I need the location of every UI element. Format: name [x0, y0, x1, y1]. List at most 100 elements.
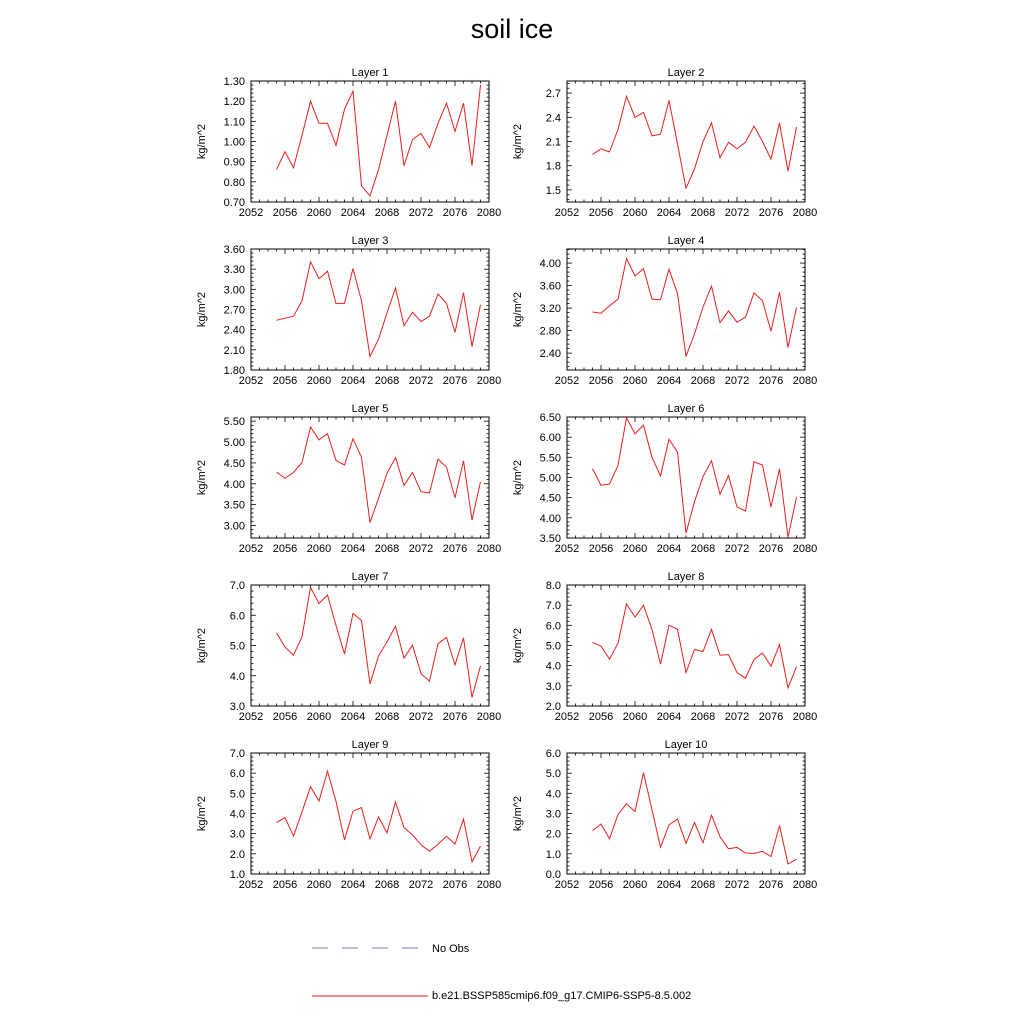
- series-line: [592, 772, 797, 865]
- y-tick-label: 3.0: [230, 829, 245, 841]
- panel-title: Layer 3: [352, 235, 389, 247]
- y-tick-label: 6.00: [540, 432, 561, 444]
- panel-title: Layer 6: [668, 403, 705, 415]
- y-tick-label: 4.0: [230, 671, 245, 683]
- series-line: [276, 769, 481, 864]
- x-tick-label: 2064: [657, 375, 681, 387]
- x-tick-label: 2060: [623, 207, 647, 219]
- y-tick-label: 2.80: [540, 326, 561, 338]
- x-tick-label: 2068: [375, 375, 399, 387]
- x-tick-label: 2060: [623, 879, 647, 891]
- x-tick-label: 2076: [759, 879, 783, 891]
- y-tick-label: 4.00: [540, 513, 561, 525]
- plot-frame: [250, 584, 490, 707]
- x-tick-label: 2052: [239, 543, 263, 555]
- x-tick-label: 2064: [657, 711, 681, 723]
- y-tick-label: 1.20: [224, 96, 245, 108]
- panel-title: Layer 10: [665, 739, 708, 751]
- x-tick-label: 2052: [555, 375, 579, 387]
- x-tick-label: 2060: [307, 207, 331, 219]
- y-tick-label: 4.50: [540, 493, 561, 505]
- y-axis-label: kg/m^2: [512, 796, 524, 831]
- panel-title: Layer 5: [352, 403, 389, 415]
- series-line: [276, 425, 481, 523]
- y-tick-label: 5.0: [546, 768, 561, 780]
- plot-frame: [566, 80, 806, 203]
- x-tick-label: 2064: [341, 375, 365, 387]
- x-tick-label: 2080: [793, 879, 817, 891]
- x-tick-label: 2064: [341, 711, 365, 723]
- x-tick-label: 2080: [477, 207, 501, 219]
- x-tick-label: 2060: [307, 879, 331, 891]
- y-tick-label: 4.50: [224, 458, 245, 470]
- x-tick-label: 2056: [273, 543, 297, 555]
- y-tick-label: 6.0: [546, 748, 561, 760]
- x-tick-label: 2080: [793, 207, 817, 219]
- y-tick-label: 6.50: [540, 412, 561, 424]
- x-tick-label: 2072: [409, 879, 433, 891]
- x-tick-label: 2068: [691, 207, 715, 219]
- x-tick-label: 2068: [691, 375, 715, 387]
- y-tick-label: 2.0: [230, 849, 245, 861]
- y-tick-label: 4.0: [546, 661, 561, 673]
- plot-frame: [566, 416, 806, 539]
- x-tick-label: 2064: [341, 207, 365, 219]
- x-tick-label: 2056: [589, 543, 613, 555]
- panel-layer-6: Layer 6 kg/m^2 2052 2056 2060 2064 2068 2072 207…: [512, 403, 817, 555]
- y-tick-label: 7.0: [230, 748, 245, 760]
- y-tick-label: 5.00: [540, 473, 561, 485]
- y-axis-label: kg/m^2: [512, 460, 524, 495]
- y-tick-label: 8.0: [546, 580, 561, 592]
- series-line: [592, 257, 797, 357]
- x-tick-label: 2080: [477, 879, 501, 891]
- x-tick-label: 2056: [589, 375, 613, 387]
- x-tick-label: 2068: [375, 207, 399, 219]
- x-tick-label: 2072: [409, 207, 433, 219]
- y-tick-label: 1.00: [224, 137, 245, 149]
- y-tick-label: 3.30: [224, 264, 245, 276]
- panel-layer-8: Layer 8 kg/m^2 2052 2056 2060 2064 2068 2072 207…: [512, 571, 817, 723]
- plot-frame: [250, 248, 490, 371]
- y-tick-label: 7.0: [230, 580, 245, 592]
- legend-swatch-no-obs: [312, 947, 418, 949]
- x-tick-label: 2080: [793, 711, 817, 723]
- y-tick-label: 4.0: [230, 809, 245, 821]
- y-tick-label: 2.4: [546, 112, 561, 124]
- y-tick-label: 5.0: [230, 641, 245, 653]
- x-tick-label: 2072: [725, 543, 749, 555]
- y-axis-label: kg/m^2: [196, 124, 208, 159]
- figure-title: soil ice: [470, 14, 554, 44]
- y-tick-label: 1.10: [224, 116, 245, 128]
- panel-layer-2: Layer 2 kg/m^2 2052 2056 2060 2064 2068 2072 207…: [512, 67, 817, 219]
- x-tick-label: 2076: [759, 375, 783, 387]
- x-tick-label: 2076: [443, 375, 467, 387]
- panel-layer-1: Layer 1 kg/m^2 2052 2056 2060 2064 2068 2072 207…: [196, 67, 501, 219]
- y-tick-label: 1.0: [546, 849, 561, 861]
- x-tick-label: 2056: [273, 207, 297, 219]
- x-tick-label: 2068: [375, 879, 399, 891]
- y-tick-label: 2.70: [224, 305, 245, 317]
- series-line: [592, 602, 797, 690]
- y-tick-label: 7.0: [546, 600, 561, 612]
- y-tick-label: 3.00: [224, 284, 245, 296]
- x-tick-label: 2076: [443, 207, 467, 219]
- x-tick-label: 2064: [657, 543, 681, 555]
- x-tick-label: 2080: [793, 375, 817, 387]
- y-tick-label: 1.80: [224, 365, 245, 377]
- x-tick-label: 2072: [409, 711, 433, 723]
- x-tick-label: 2076: [759, 711, 783, 723]
- y-tick-label: 3.20: [540, 303, 561, 315]
- y-tick-label: 4.0: [546, 788, 561, 800]
- panel-title: Layer 1: [352, 67, 389, 79]
- y-tick-label: 1.8: [546, 161, 561, 173]
- x-tick-label: 2064: [657, 879, 681, 891]
- x-tick-label: 2068: [691, 711, 715, 723]
- y-axis-label: kg/m^2: [196, 460, 208, 495]
- y-tick-label: 0.80: [224, 177, 245, 189]
- y-tick-label: 3.50: [224, 500, 245, 512]
- y-tick-label: 2.0: [546, 701, 561, 713]
- x-tick-label: 2072: [725, 375, 749, 387]
- plot-frame: [566, 248, 806, 371]
- legend-label-no-obs: No Obs: [432, 943, 470, 955]
